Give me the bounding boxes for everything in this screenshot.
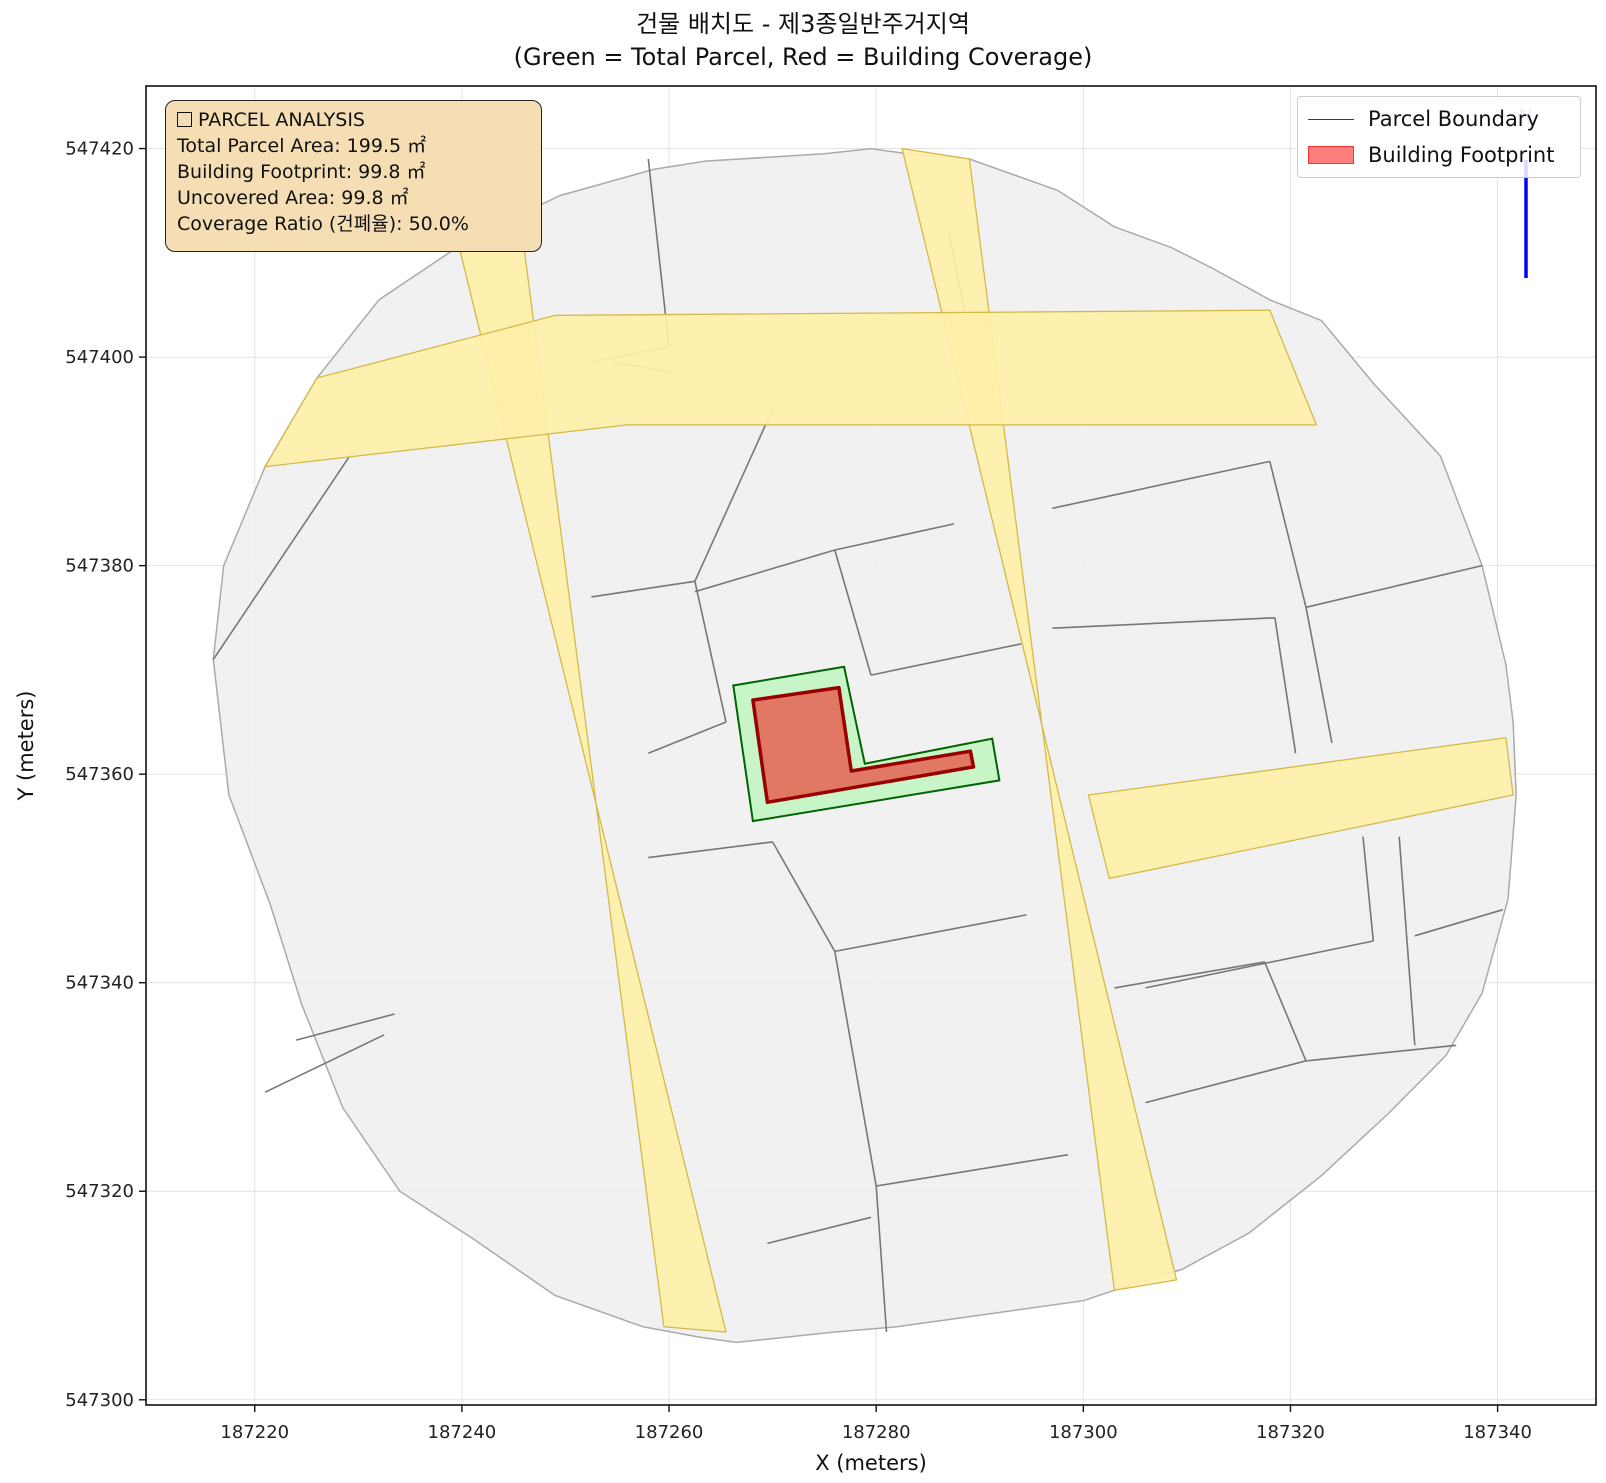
parcel-boundary-swatch bbox=[1308, 118, 1354, 120]
x-tick-label: 187280 bbox=[842, 1422, 911, 1443]
lot-line bbox=[1398, 836, 1416, 1046]
lot-line bbox=[648, 841, 773, 859]
chart-title: 건물 배치도 - 제3종일반주거지역 (Green = Total Parcel… bbox=[0, 8, 1606, 74]
y-tick-label: 547420 bbox=[65, 139, 134, 160]
x-tick-label: 187300 bbox=[1049, 1422, 1118, 1443]
lot-line bbox=[1263, 961, 1307, 1062]
lot-line bbox=[694, 581, 727, 723]
lot-line bbox=[771, 841, 836, 952]
building-footprint-line: Building Footprint: 99.8 ㎡ bbox=[177, 161, 426, 183]
lot-line bbox=[1414, 908, 1504, 937]
lot-line bbox=[1052, 460, 1270, 510]
lot-line bbox=[870, 643, 1022, 676]
axes-frame bbox=[145, 85, 1597, 1406]
x-tick-label: 187260 bbox=[635, 1422, 704, 1443]
coverage-ratio-line: Coverage Ratio (건폐율): 50.0% bbox=[177, 213, 469, 235]
road bbox=[1087, 736, 1514, 880]
lot-line bbox=[1269, 461, 1307, 608]
y-axis-label: Y (meters) bbox=[14, 691, 38, 802]
y-tick-label: 547320 bbox=[65, 1181, 134, 1202]
chart-title-line1: 건물 배치도 - 제3종일반주거지역 bbox=[636, 10, 970, 38]
checkbox-icon bbox=[177, 112, 192, 127]
lot-line bbox=[1145, 1060, 1307, 1104]
road bbox=[263, 309, 1318, 468]
x-axis-label: X (meters) bbox=[815, 1451, 927, 1475]
x-tick-label: 187240 bbox=[428, 1422, 497, 1443]
lot-line bbox=[295, 1013, 395, 1041]
lot-line bbox=[1362, 836, 1375, 942]
parcel-analysis-heading: PARCEL ANALYSIS bbox=[177, 107, 530, 133]
y-tick-label: 547360 bbox=[65, 764, 134, 785]
legend: Parcel Boundary Building Footprint bbox=[1297, 96, 1581, 178]
lot-line bbox=[1114, 961, 1265, 989]
y-tick-label: 547300 bbox=[65, 1390, 134, 1411]
axis-ticks: 187220 187240 187260 187280 187300 187320 1873… bbox=[65, 139, 1532, 1443]
building-layer bbox=[751, 685, 976, 805]
parcel-analysis-box: PARCEL ANALYSIS Total Parcel Area: 199.5… bbox=[165, 100, 542, 252]
lot-line bbox=[875, 1185, 888, 1333]
lot-line bbox=[1052, 617, 1275, 629]
lot-line bbox=[834, 523, 955, 551]
lot-line bbox=[212, 450, 354, 660]
legend-entry-parcel-boundary: Parcel Boundary bbox=[1308, 104, 1539, 134]
lot-line bbox=[1274, 617, 1297, 754]
lot-line bbox=[694, 408, 774, 582]
lot-line bbox=[591, 580, 696, 598]
y-tick-label: 547380 bbox=[65, 556, 134, 577]
building-footprint bbox=[751, 685, 976, 805]
lot-line bbox=[834, 549, 872, 676]
lot-line bbox=[876, 1154, 1068, 1187]
road bbox=[901, 147, 1178, 1292]
building-footprint-swatch bbox=[1308, 146, 1354, 164]
lot-line bbox=[767, 1216, 872, 1245]
lot-line bbox=[1305, 564, 1483, 609]
lot-line bbox=[648, 721, 727, 755]
lot-line bbox=[264, 1034, 385, 1093]
lot-line bbox=[1305, 607, 1333, 744]
legend-label: Building Footprint bbox=[1368, 143, 1555, 167]
lot-line bbox=[1305, 1044, 1457, 1062]
total-parcel-area-line: Total Parcel Area: 199.5 ㎡ bbox=[177, 135, 427, 157]
legend-label: Parcel Boundary bbox=[1368, 107, 1539, 131]
roads-layer bbox=[263, 147, 1514, 1333]
x-tick-label: 187220 bbox=[220, 1422, 289, 1443]
legend-entry-building-footprint: Building Footprint bbox=[1308, 140, 1554, 170]
lot-line bbox=[834, 914, 1027, 953]
y-tick-label: 547340 bbox=[65, 973, 134, 994]
x-tick-label: 187340 bbox=[1463, 1422, 1532, 1443]
parcel-analysis-heading-text: PARCEL ANALYSIS bbox=[198, 109, 365, 131]
lot-line bbox=[834, 951, 877, 1187]
y-tick-label: 547400 bbox=[65, 347, 134, 368]
x-tick-label: 187320 bbox=[1256, 1422, 1325, 1443]
uncovered-area-line: Uncovered Area: 99.8 ㎡ bbox=[177, 187, 409, 209]
lot-line bbox=[1145, 940, 1374, 989]
chart-title-line2: (Green = Total Parcel, Red = Building Co… bbox=[513, 43, 1093, 71]
lot-line bbox=[694, 549, 836, 593]
